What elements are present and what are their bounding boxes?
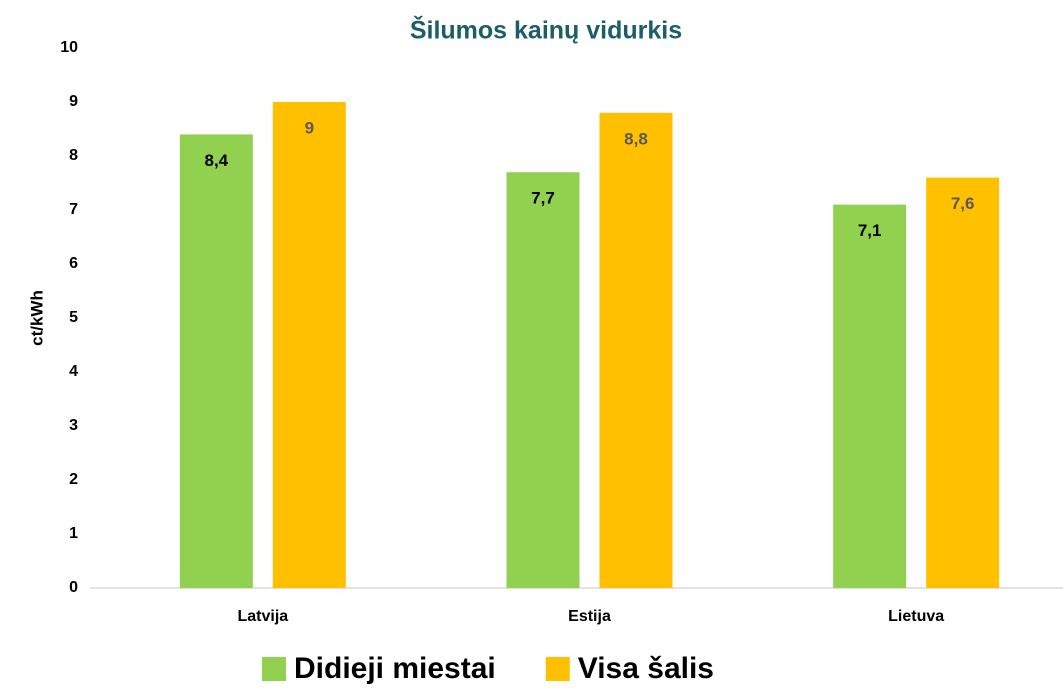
y-tick-label: 3 <box>69 417 78 434</box>
data-label: 7,7 <box>531 189 555 208</box>
data-label: 8,4 <box>205 151 229 170</box>
chart-title: Šilumos kainų vidurkis <box>410 15 682 45</box>
data-label: 7,1 <box>858 221 882 240</box>
data-label: 7,6 <box>951 194 975 213</box>
y-tick-label: 7 <box>69 201 78 218</box>
y-tick-label: 1 <box>69 525 78 542</box>
bar <box>272 102 346 588</box>
legend-label: Didieji miestai <box>294 652 496 685</box>
legend-swatch <box>262 657 286 681</box>
y-tick-label: 0 <box>69 579 78 596</box>
bar <box>599 112 673 589</box>
data-label: 9 <box>305 118 314 137</box>
x-tick-label: Lietuva <box>888 608 944 625</box>
y-tick-label: 8 <box>69 147 78 164</box>
x-tick-label: Estija <box>568 608 611 625</box>
data-label: 8,8 <box>624 129 648 148</box>
y-tick-label: 10 <box>60 39 78 56</box>
y-tick-label: 9 <box>69 93 78 110</box>
legend-label: Visa šalis <box>578 652 714 685</box>
y-axis-label: ct/kWh <box>27 290 46 346</box>
bar <box>833 204 907 588</box>
legend-swatch <box>545 657 570 681</box>
bar <box>179 134 253 588</box>
bar <box>926 177 1000 588</box>
y-tick-label: 4 <box>69 363 78 380</box>
x-tick-label: Latvija <box>237 608 288 625</box>
y-tick-label: 6 <box>69 255 78 272</box>
y-tick-label: 2 <box>69 471 78 488</box>
bar <box>506 172 580 588</box>
y-tick-label: 5 <box>69 309 78 326</box>
